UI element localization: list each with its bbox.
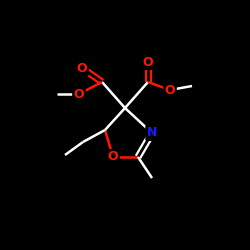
Text: O: O	[165, 84, 175, 96]
Text: O: O	[77, 62, 87, 74]
Text: O: O	[74, 88, 84, 101]
Text: O: O	[108, 150, 118, 164]
Text: O: O	[143, 56, 153, 68]
Text: N: N	[147, 126, 157, 140]
